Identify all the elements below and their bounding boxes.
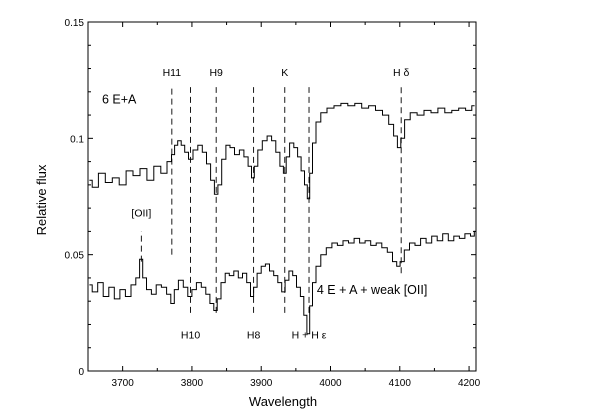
- spectrum-series-1: [89, 102, 475, 200]
- series-label: 4 E + A + weak [OII]: [317, 283, 427, 297]
- spectral-line-label: H δ: [393, 67, 410, 79]
- spectrum-series-2: [89, 230, 476, 335]
- spectral-line-label: H9: [209, 67, 223, 79]
- x-tick-label: 4200: [458, 378, 481, 389]
- x-tick-label: 3800: [181, 378, 204, 389]
- series-lines: [89, 102, 476, 335]
- x-tick-label: 4100: [389, 378, 412, 389]
- spectral-line-label: [OII]: [131, 207, 151, 219]
- plot-frame: [87, 21, 477, 372]
- annotations: H11 H9 K H δ 6 E+A [OII] 4 E + A + weak [OII] H…: [102, 67, 427, 341]
- spectral-line-label: H + H ε: [292, 329, 327, 341]
- spectral-line-label: K: [281, 67, 288, 79]
- y-tick-label: 0: [78, 367, 84, 378]
- spectral-line-label: H11: [163, 67, 182, 79]
- reference-lines: [140, 87, 402, 313]
- spectral-line-label: H8: [247, 329, 261, 341]
- y-tick-label: 0.15: [65, 18, 85, 29]
- x-tick-label: 3900: [250, 378, 273, 389]
- x-tick-label: 4000: [319, 378, 342, 389]
- y-axis-title: Relative flux: [34, 164, 49, 235]
- spectral-line-label: H10: [181, 329, 200, 341]
- plot-area: [87, 21, 477, 372]
- x-tick-label: 3700: [112, 378, 135, 389]
- axis-ticks: 3700 3800 3900 4000 4100 4200 0 0.05 0.1 0.15: [65, 18, 481, 389]
- series-label: 6 E+A: [102, 92, 137, 106]
- y-tick-label: 0.1: [70, 134, 84, 145]
- x-axis-title: Wavelength: [249, 394, 317, 409]
- y-tick-label: 0.05: [65, 251, 85, 262]
